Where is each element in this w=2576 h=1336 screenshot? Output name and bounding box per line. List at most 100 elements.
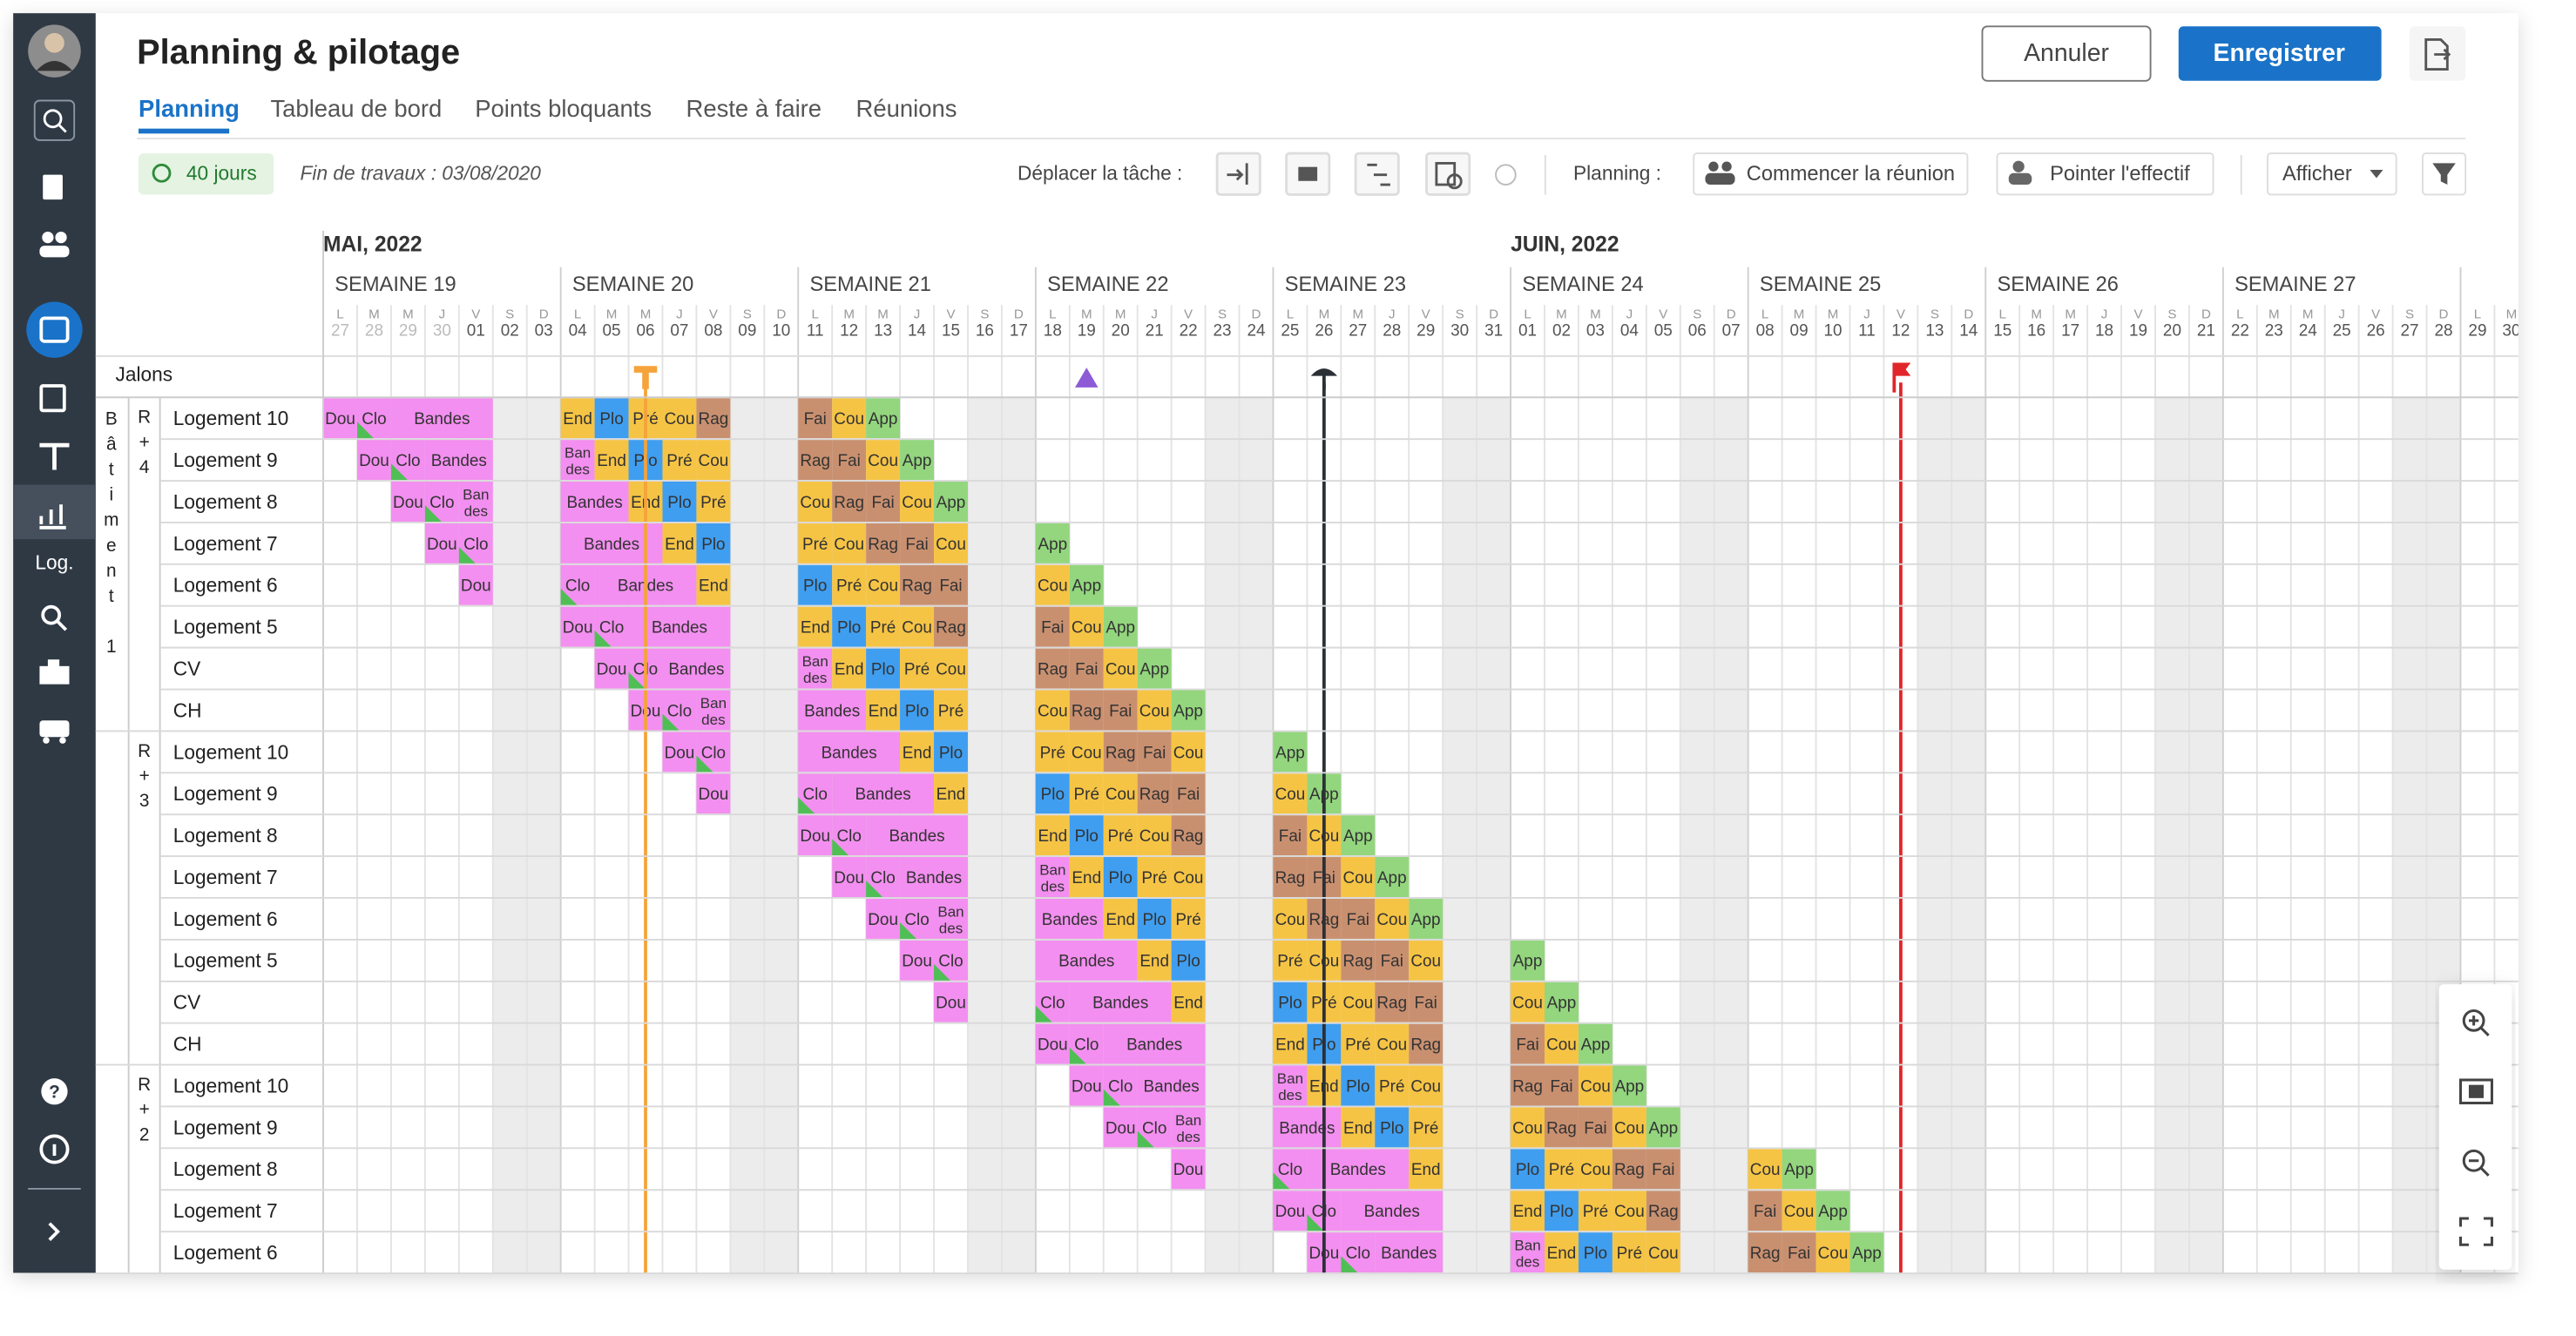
task-cell [1273, 1107, 1342, 1148]
save-label[interactable]: Enregistrer [2214, 39, 2345, 67]
task-label: Dou [427, 536, 457, 554]
page-title: Planning & pilotage [137, 33, 460, 71]
weekday-label: D [1014, 307, 1024, 322]
day-number: 16 [2027, 322, 2045, 341]
task-label: Rag [1173, 827, 1204, 846]
tab[interactable]: Tableau de bord [270, 95, 442, 122]
sidebar-label[interactable]: Log. [35, 550, 73, 573]
row-label: Logement 8 [173, 490, 278, 513]
task-label: Fai [1754, 1203, 1776, 1221]
weekday-label: L [2236, 307, 2243, 322]
task-label: End [1547, 1245, 1577, 1263]
task-label: Clo [565, 577, 590, 596]
task-cell [1137, 1065, 1206, 1106]
weekday-label: D [1252, 307, 1261, 322]
task-cell [1375, 982, 1410, 1022]
task-cell [1171, 1107, 1206, 1148]
move-icons[interactable] [1215, 152, 1471, 196]
display-label[interactable]: Afficher [2282, 163, 2352, 186]
task-label: Plo [1075, 827, 1099, 846]
zoom-controls[interactable] [2438, 984, 2512, 1270]
row-label: Logement 10 [173, 1074, 289, 1096]
task-cell [1612, 1065, 1646, 1106]
task-cell [1545, 1232, 1579, 1273]
task-label: Rag [936, 619, 966, 638]
task-label: Cou [1410, 1077, 1441, 1096]
day-number: 27 [1349, 322, 1367, 341]
task-cell [1545, 982, 1579, 1022]
task-cell [1375, 898, 1410, 939]
end-date: Fin de travaux : 03/08/2020 [301, 162, 542, 185]
task-cell [832, 648, 867, 689]
weekday-label: J [1863, 307, 1870, 322]
day-number: 01 [467, 322, 485, 341]
task-cell [1069, 648, 1104, 689]
task-cell [798, 648, 833, 689]
meeting-button[interactable] [1693, 152, 1969, 196]
task-label: Cou [1139, 702, 1170, 720]
task-cell [1341, 1065, 1376, 1106]
task-cell [696, 564, 731, 605]
weekday-label: V [946, 307, 956, 322]
meeting-label[interactable]: Commencer la réunion [1747, 163, 1955, 186]
tab[interactable]: Planning [139, 95, 240, 122]
task-label: Fai [1652, 1161, 1674, 1179]
task-cell [934, 481, 968, 522]
tab[interactable]: Reste à faire [686, 95, 822, 122]
task-label: End [597, 452, 626, 470]
task-label: End [563, 410, 592, 428]
row-label: Logement 7 [173, 1199, 278, 1222]
task-label: Bandes [1364, 1203, 1420, 1221]
task-label: Cou [1342, 995, 1373, 1013]
display-button[interactable] [2267, 152, 2397, 196]
month-label: MAI, 2022 [323, 233, 423, 257]
day-number: 25 [1281, 322, 1299, 341]
task-label: End [903, 744, 932, 762]
weekend-column [1917, 397, 1952, 1274]
task-label: Dou [1038, 1036, 1068, 1055]
help-icon[interactable] [1495, 164, 1517, 186]
task-label: Cou [1376, 911, 1407, 929]
task-label: Rag [800, 452, 830, 470]
task-cell [1069, 815, 1104, 856]
task-label: Bandes [1042, 911, 1098, 929]
task-cell [1748, 1191, 1782, 1231]
weekday-label: J [1389, 307, 1396, 322]
task-label: Plo [701, 536, 725, 554]
day-number: 06 [636, 322, 654, 341]
tab[interactable]: Points bloquants [475, 95, 652, 122]
task-cell [1511, 1191, 1545, 1231]
task-label: Bandes [414, 410, 470, 428]
weekday-label: D [2439, 307, 2449, 322]
cancel-label[interactable]: Annuler [2024, 39, 2109, 67]
task-label: Rag [1105, 744, 1136, 762]
task-label: App [1275, 744, 1305, 762]
task-cell [1409, 1149, 1444, 1190]
task-label: Clo [836, 827, 861, 846]
cancel-button[interactable] [1981, 25, 2152, 82]
tab[interactable]: Réunions [856, 95, 957, 122]
staff-label[interactable]: Pointer l'effectif [2050, 163, 2190, 186]
task-cell [458, 481, 493, 522]
task-label: Cou [1784, 1203, 1815, 1221]
move-task-label: Déplacer la tâche : [1018, 162, 1182, 185]
save-button[interactable] [2178, 26, 2382, 81]
weekday-label: M [1828, 307, 1839, 322]
task-label: Pré [836, 577, 862, 596]
task-label: Clo [803, 786, 828, 804]
task-label: App [1615, 1077, 1645, 1096]
task-label: Pré [802, 536, 828, 554]
task-label: Bandes [906, 869, 962, 887]
staff-button[interactable] [1996, 152, 2214, 196]
task-label: App [903, 452, 932, 470]
weekday-label: V [709, 307, 719, 322]
task-cell [1069, 732, 1104, 773]
task-label: Dou [1275, 1203, 1306, 1221]
task-cell [934, 523, 968, 563]
weekday-label: V [1184, 307, 1193, 322]
weekday-label: S [1456, 307, 1464, 322]
task-label: Cou [699, 452, 729, 470]
day-number: 05 [603, 322, 621, 341]
task-label: Rag [1614, 1161, 1645, 1179]
task-label: Rag [868, 536, 898, 554]
